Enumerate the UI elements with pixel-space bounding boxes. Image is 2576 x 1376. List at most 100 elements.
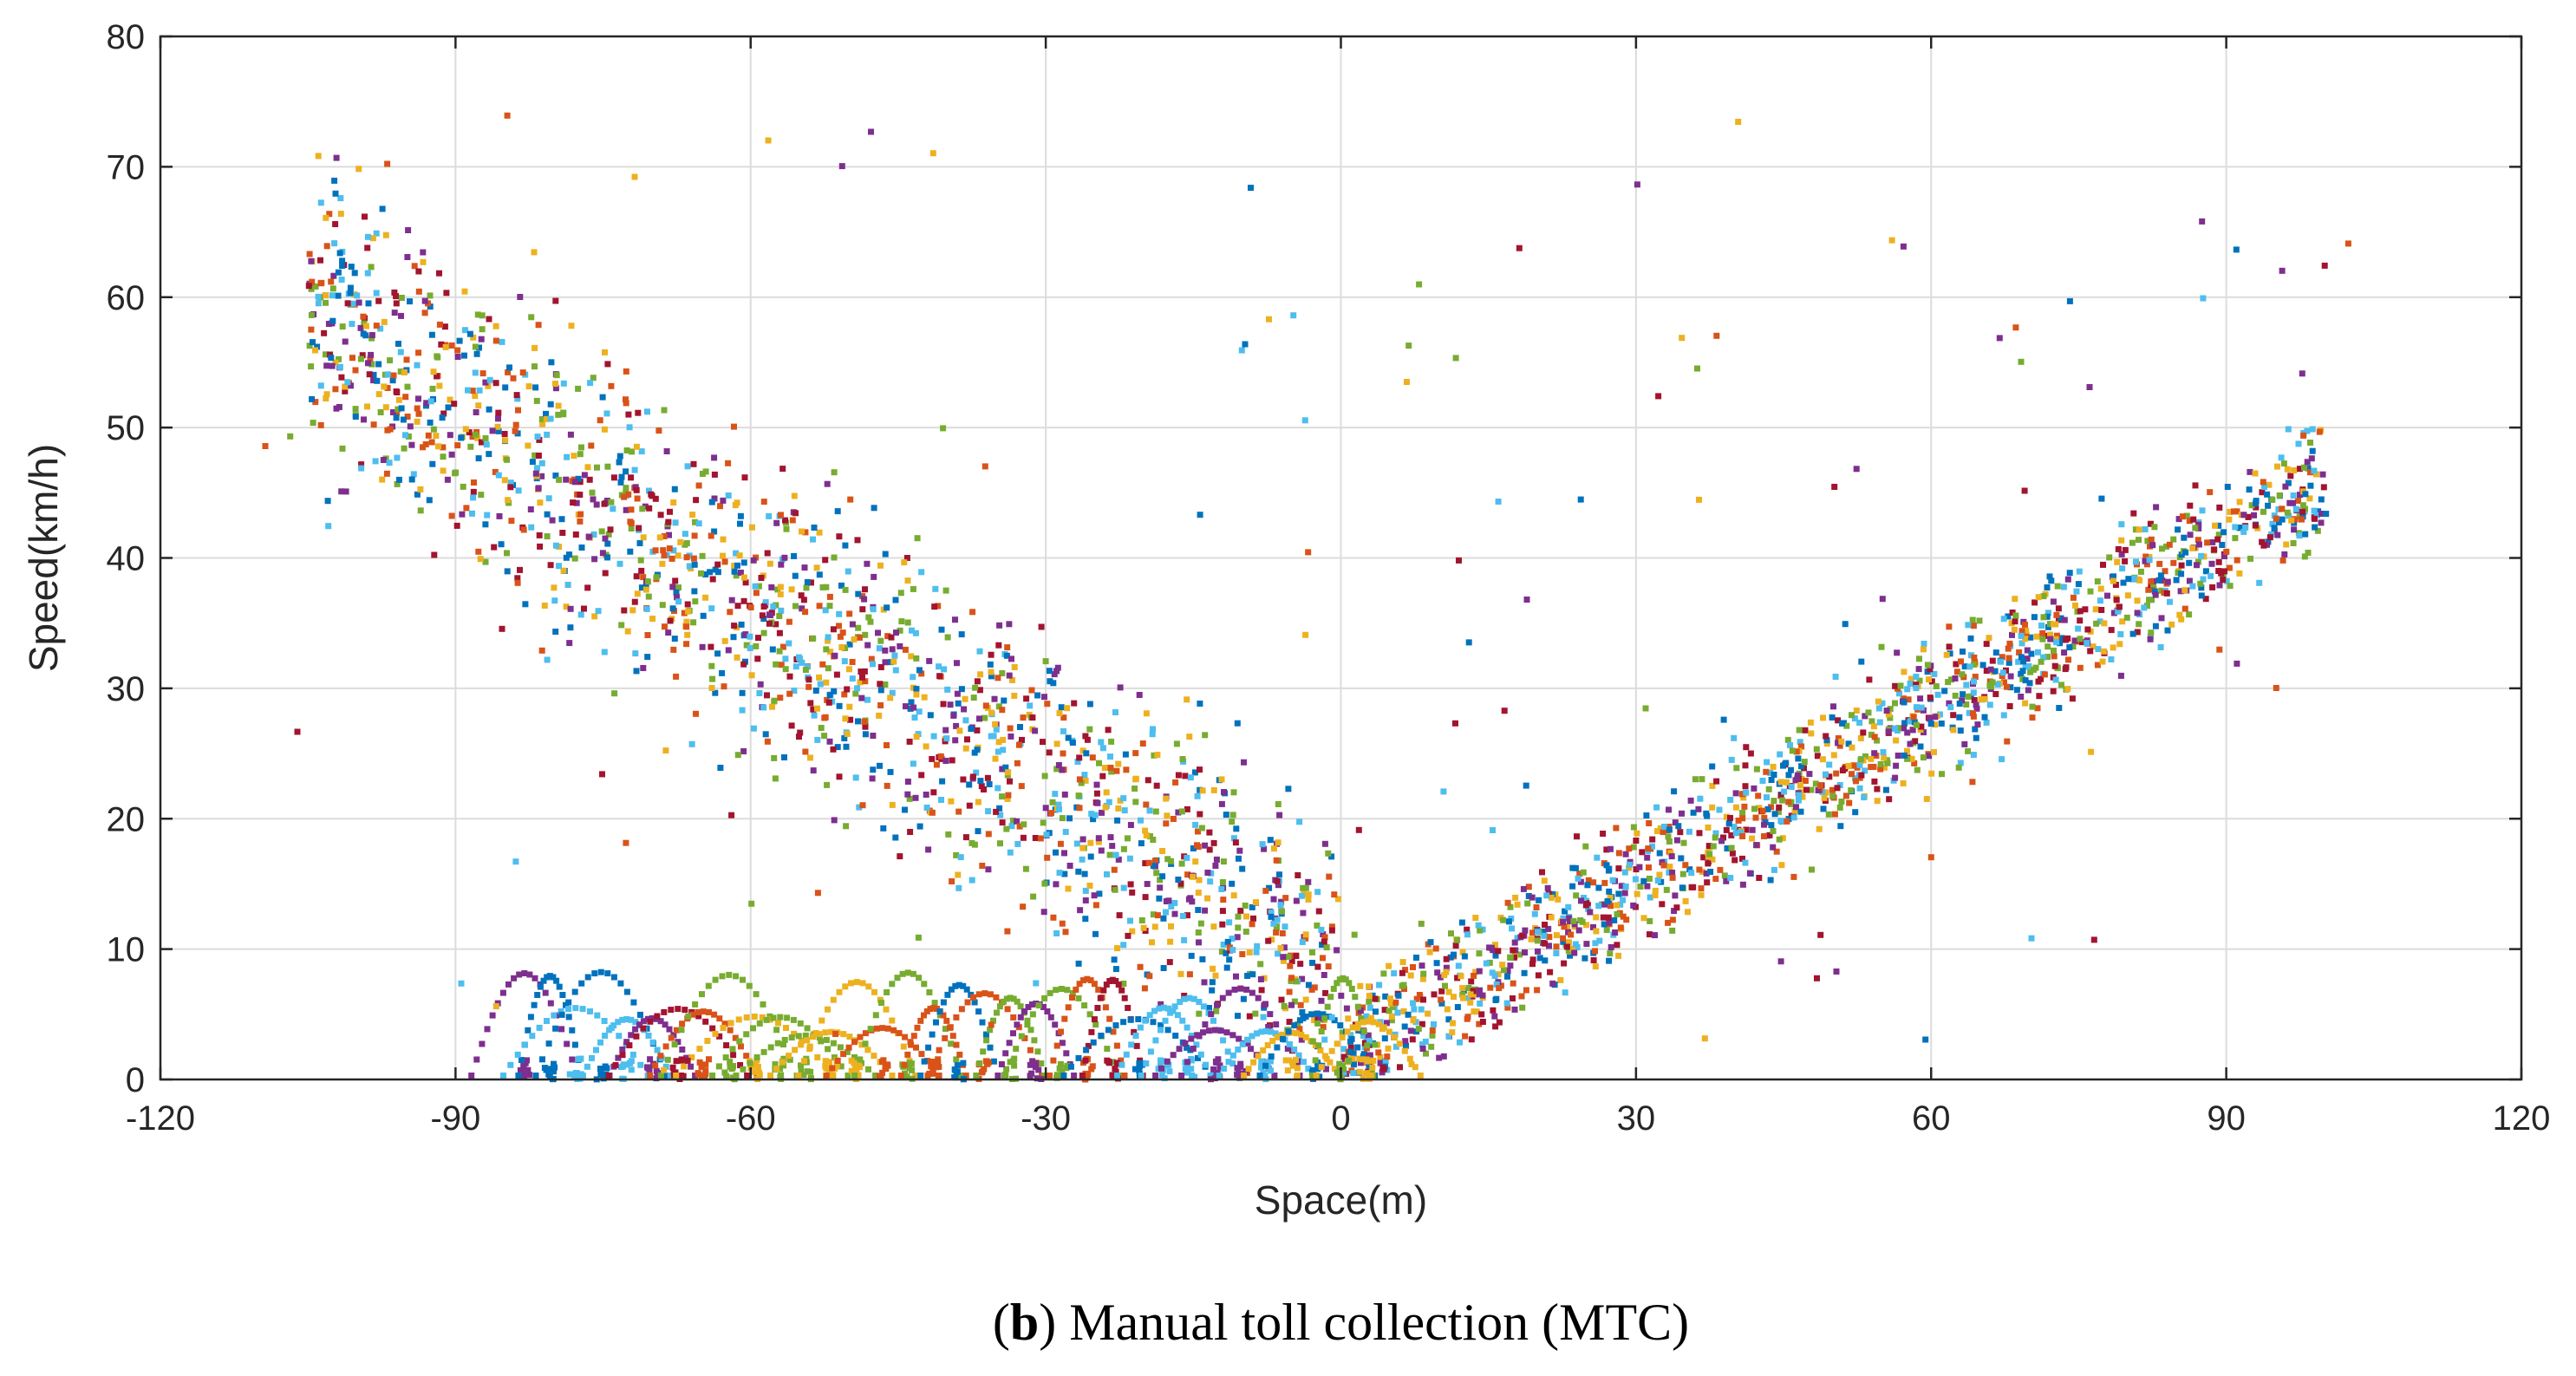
data-point <box>861 718 868 725</box>
data-point <box>1103 789 1110 796</box>
data-point <box>1128 1041 1135 1048</box>
data-point <box>532 384 539 391</box>
data-point <box>2115 545 2122 552</box>
data-point <box>1779 797 1786 804</box>
data-point <box>811 525 818 531</box>
data-point <box>791 1030 798 1037</box>
data-point <box>1796 727 1803 734</box>
data-point <box>2234 557 2240 564</box>
data-point <box>1562 908 1568 915</box>
data-point <box>1914 766 1921 773</box>
data-point <box>990 733 997 740</box>
data-point <box>352 414 359 421</box>
data-point <box>823 584 830 590</box>
data-point <box>454 442 461 449</box>
data-point <box>2120 579 2127 586</box>
data-point <box>992 755 999 762</box>
data-point <box>1456 557 1462 564</box>
data-point <box>1287 962 1294 969</box>
data-point <box>2034 705 2041 712</box>
data-point <box>317 421 324 428</box>
data-point <box>1679 810 1685 817</box>
data-point <box>1775 808 1782 815</box>
data-point <box>884 742 890 748</box>
data-point <box>1334 1040 1340 1047</box>
data-point <box>414 491 421 498</box>
data-point <box>1125 932 1131 939</box>
data-point <box>1066 863 1073 869</box>
data-point <box>1164 856 1171 863</box>
data-point <box>520 526 527 533</box>
data-point <box>1093 781 1100 788</box>
data-point <box>1115 805 1122 812</box>
data-point <box>1314 889 1321 896</box>
data-point <box>337 211 344 218</box>
data-point <box>1081 871 1088 877</box>
data-point <box>1440 788 1447 795</box>
data-point <box>1647 917 1653 924</box>
data-point <box>865 983 872 990</box>
data-point <box>1829 714 1836 721</box>
data-point <box>1152 1037 1159 1044</box>
data-point <box>1232 839 1239 846</box>
data-point <box>386 460 393 466</box>
data-point <box>1501 708 1508 714</box>
data-point <box>1117 797 1124 804</box>
data-point <box>1963 701 1970 708</box>
data-point <box>936 1047 942 1053</box>
data-point <box>823 1065 830 1072</box>
data-point <box>1705 860 1712 867</box>
data-point <box>1615 850 1622 857</box>
data-point <box>686 563 693 570</box>
data-point <box>1916 655 1922 662</box>
data-point <box>910 1033 917 1040</box>
data-point <box>1158 1027 1164 1034</box>
data-point <box>1418 920 1425 927</box>
data-point <box>1507 903 1514 910</box>
data-point <box>1213 1008 1220 1014</box>
data-point <box>463 505 470 512</box>
data-point <box>908 653 915 660</box>
data-point <box>1357 1008 1364 1014</box>
data-point <box>1793 804 1799 811</box>
data-point <box>607 526 614 533</box>
data-point <box>1856 720 1863 726</box>
data-point <box>1334 1069 1340 1076</box>
data-point <box>1386 1008 1392 1014</box>
data-point <box>740 574 747 581</box>
data-point <box>1507 954 1514 961</box>
data-point <box>1330 986 1337 992</box>
data-point <box>1503 1000 1510 1007</box>
data-point <box>2308 455 2315 462</box>
data-point <box>1298 892 1305 899</box>
data-point <box>1669 874 1676 881</box>
data-point <box>918 772 925 779</box>
data-point <box>1611 917 1618 923</box>
data-point <box>1541 932 1548 939</box>
data-point <box>1140 924 1147 931</box>
data-point <box>1210 786 1217 793</box>
data-point <box>647 1056 654 1063</box>
data-point <box>1773 848 1780 855</box>
data-point <box>538 473 545 479</box>
data-point <box>1132 775 1139 782</box>
data-point <box>1167 1009 1174 1016</box>
data-point <box>342 388 349 395</box>
data-point <box>1092 812 1099 818</box>
data-point <box>709 675 716 682</box>
data-point <box>995 642 1002 649</box>
data-point <box>551 1012 558 1019</box>
y-tick-label: 80 <box>107 18 146 56</box>
data-point <box>312 347 318 354</box>
data-point <box>638 567 645 574</box>
data-point <box>572 531 579 538</box>
data-point <box>2072 602 2078 609</box>
data-point <box>666 1026 673 1033</box>
data-point <box>1781 788 1788 795</box>
data-point <box>1866 676 1873 683</box>
data-point <box>2110 573 2116 580</box>
data-point <box>855 718 861 725</box>
data-point <box>753 1054 760 1060</box>
data-point <box>1606 919 1613 926</box>
data-point <box>400 416 407 423</box>
